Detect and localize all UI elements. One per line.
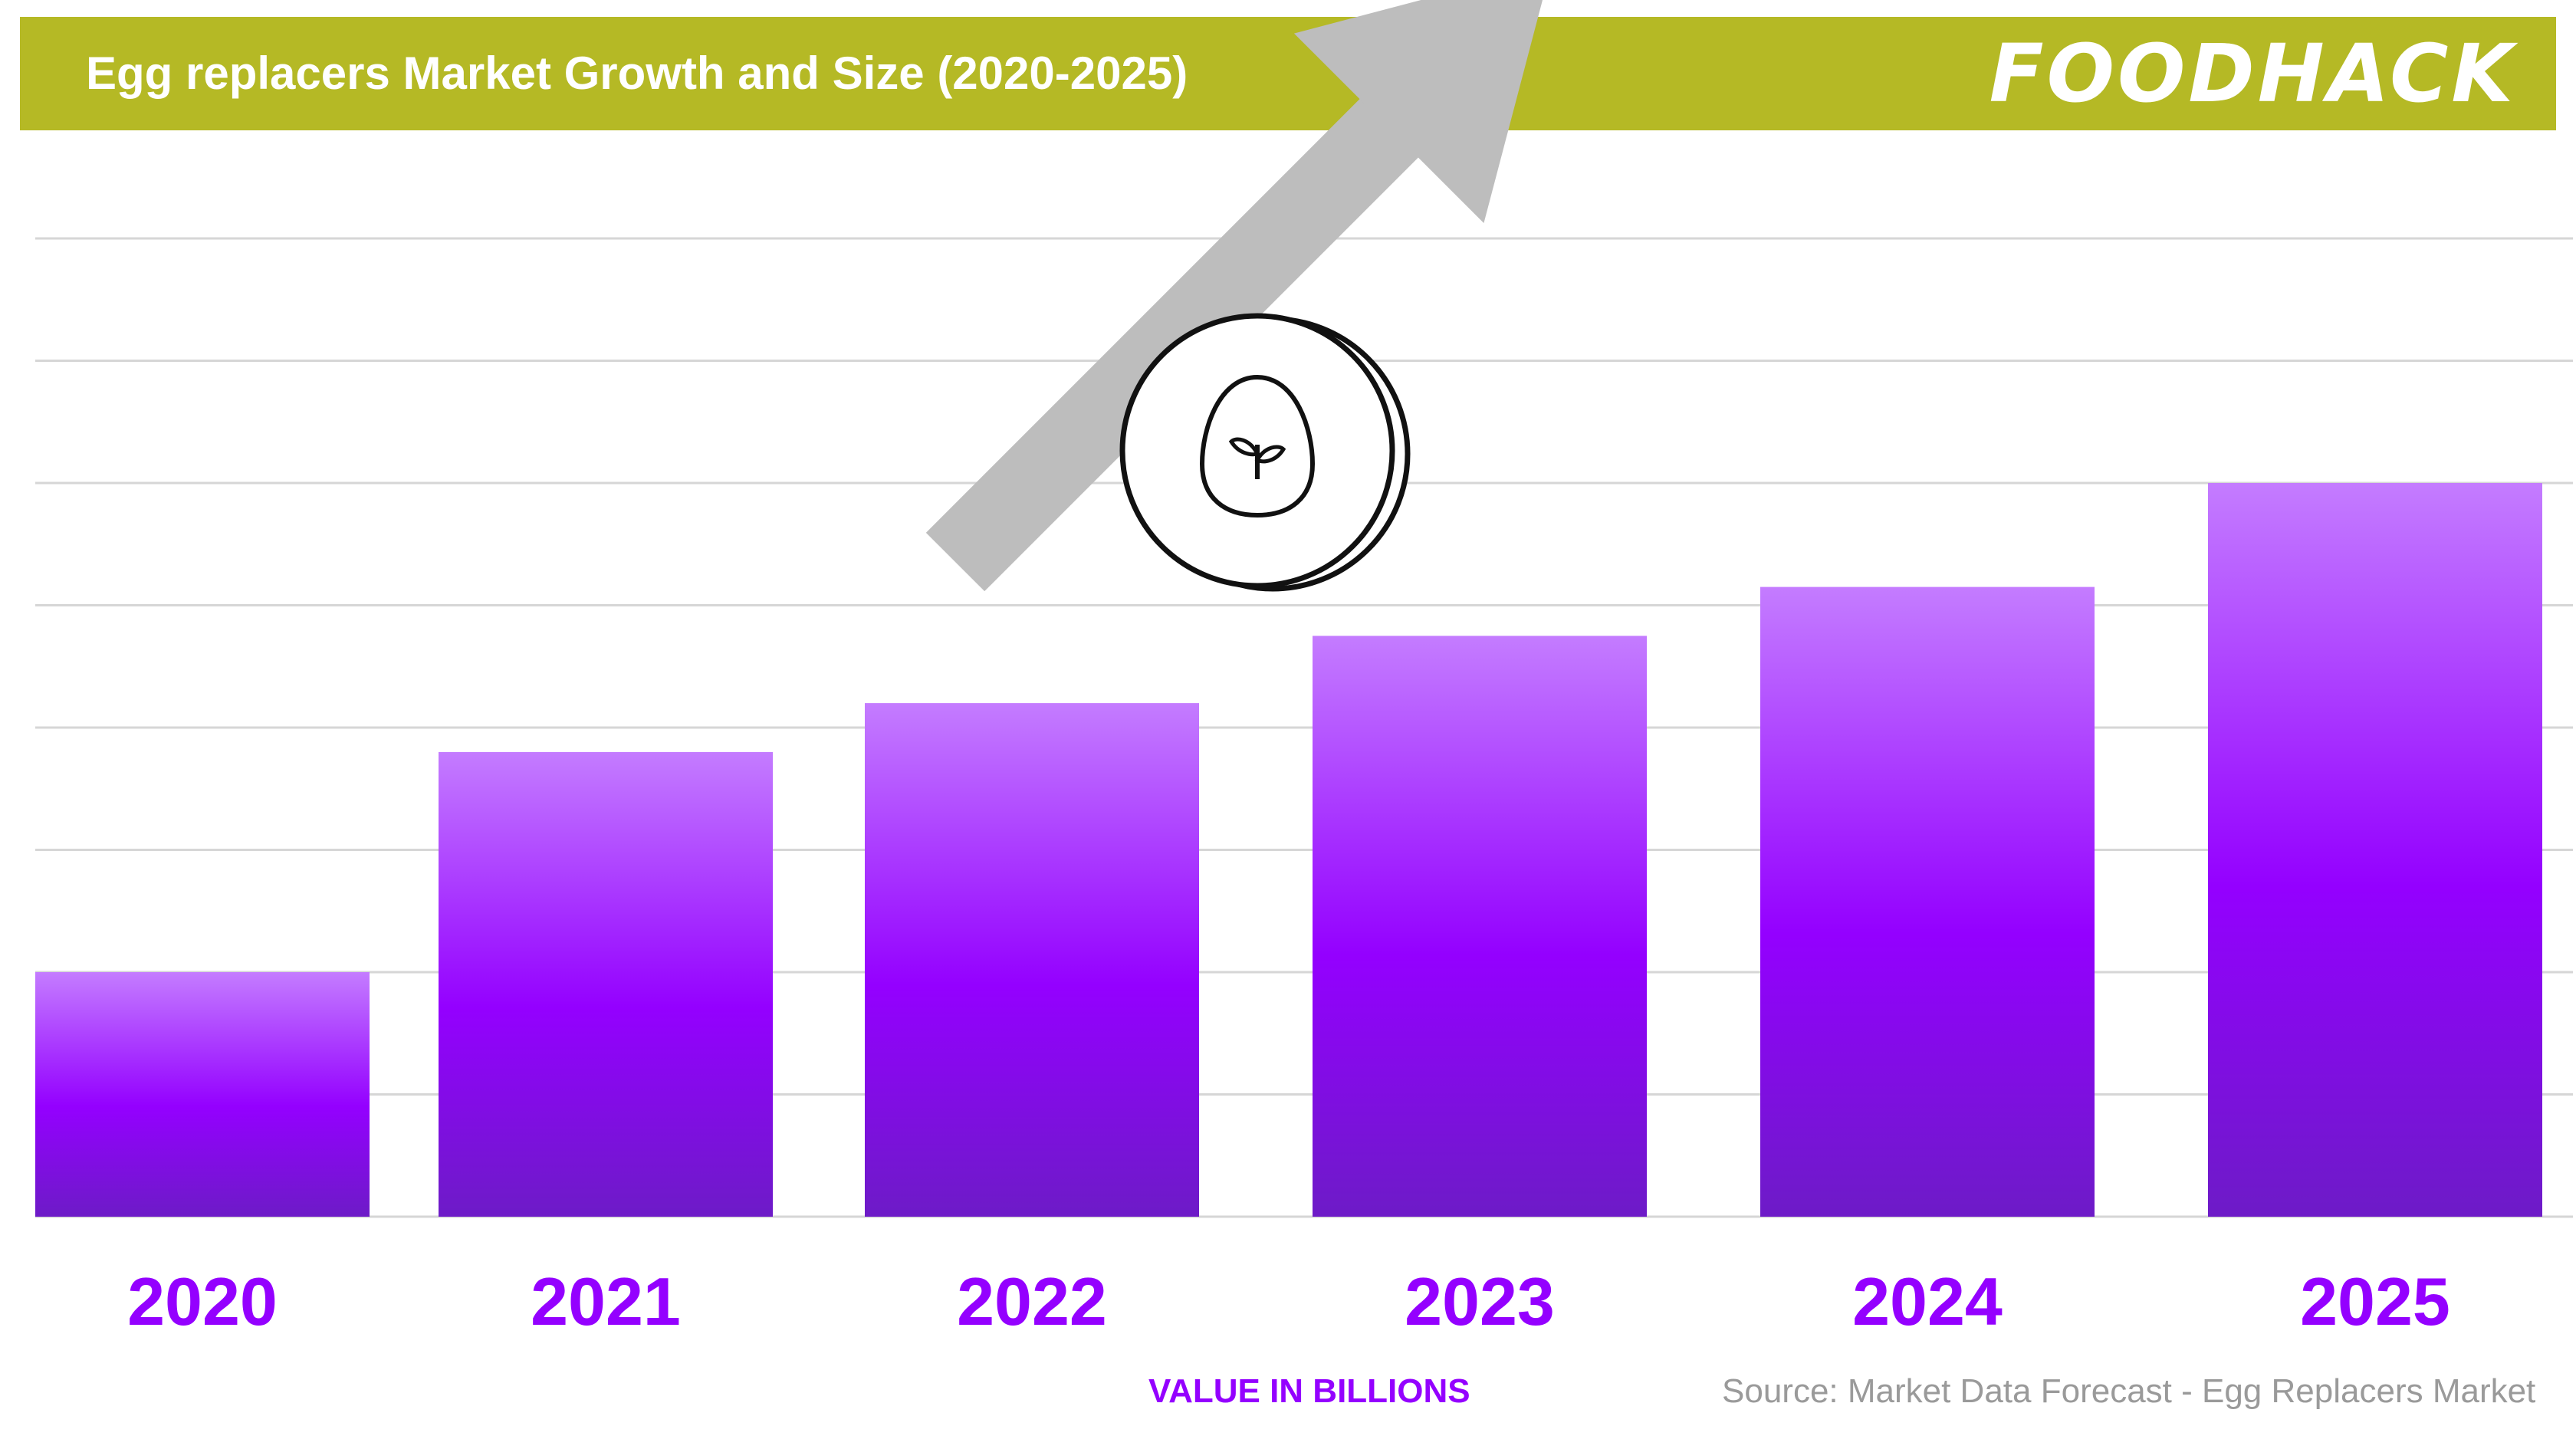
tick-label-2022: 2022 [957,1263,1107,1339]
bars [35,483,2542,1217]
tick-label-2020: 2020 [127,1263,278,1339]
tick-label-2024: 2024 [1852,1263,2003,1339]
tick-label-2021: 2021 [531,1263,681,1339]
bar-2020 [35,972,370,1217]
tick-label-2023: 2023 [1405,1263,1555,1339]
bar-2025 [2208,483,2542,1217]
foodhack-logo: FOODHACK [1989,27,2516,120]
chart-title: Egg replacers Market Growth and Size (20… [86,48,1188,99]
source-note: Source: Market Data Forecast - Egg Repla… [1722,1372,2536,1410]
egg-sprout-coin-icon [1119,313,1411,592]
value-note: VALUE IN BILLIONS [1148,1372,1470,1410]
bar-2022 [865,703,1199,1217]
bar-2024 [1760,586,2095,1217]
title-banner: Egg replacers Market Growth and Size (20… [20,17,2556,130]
bar-2023 [1313,636,1647,1217]
bar-2021 [439,751,773,1217]
x-tick-labels: 2020 2021 2022 2023 2024 2025 [127,1263,2450,1339]
tick-label-2025: 2025 [2300,1263,2450,1339]
